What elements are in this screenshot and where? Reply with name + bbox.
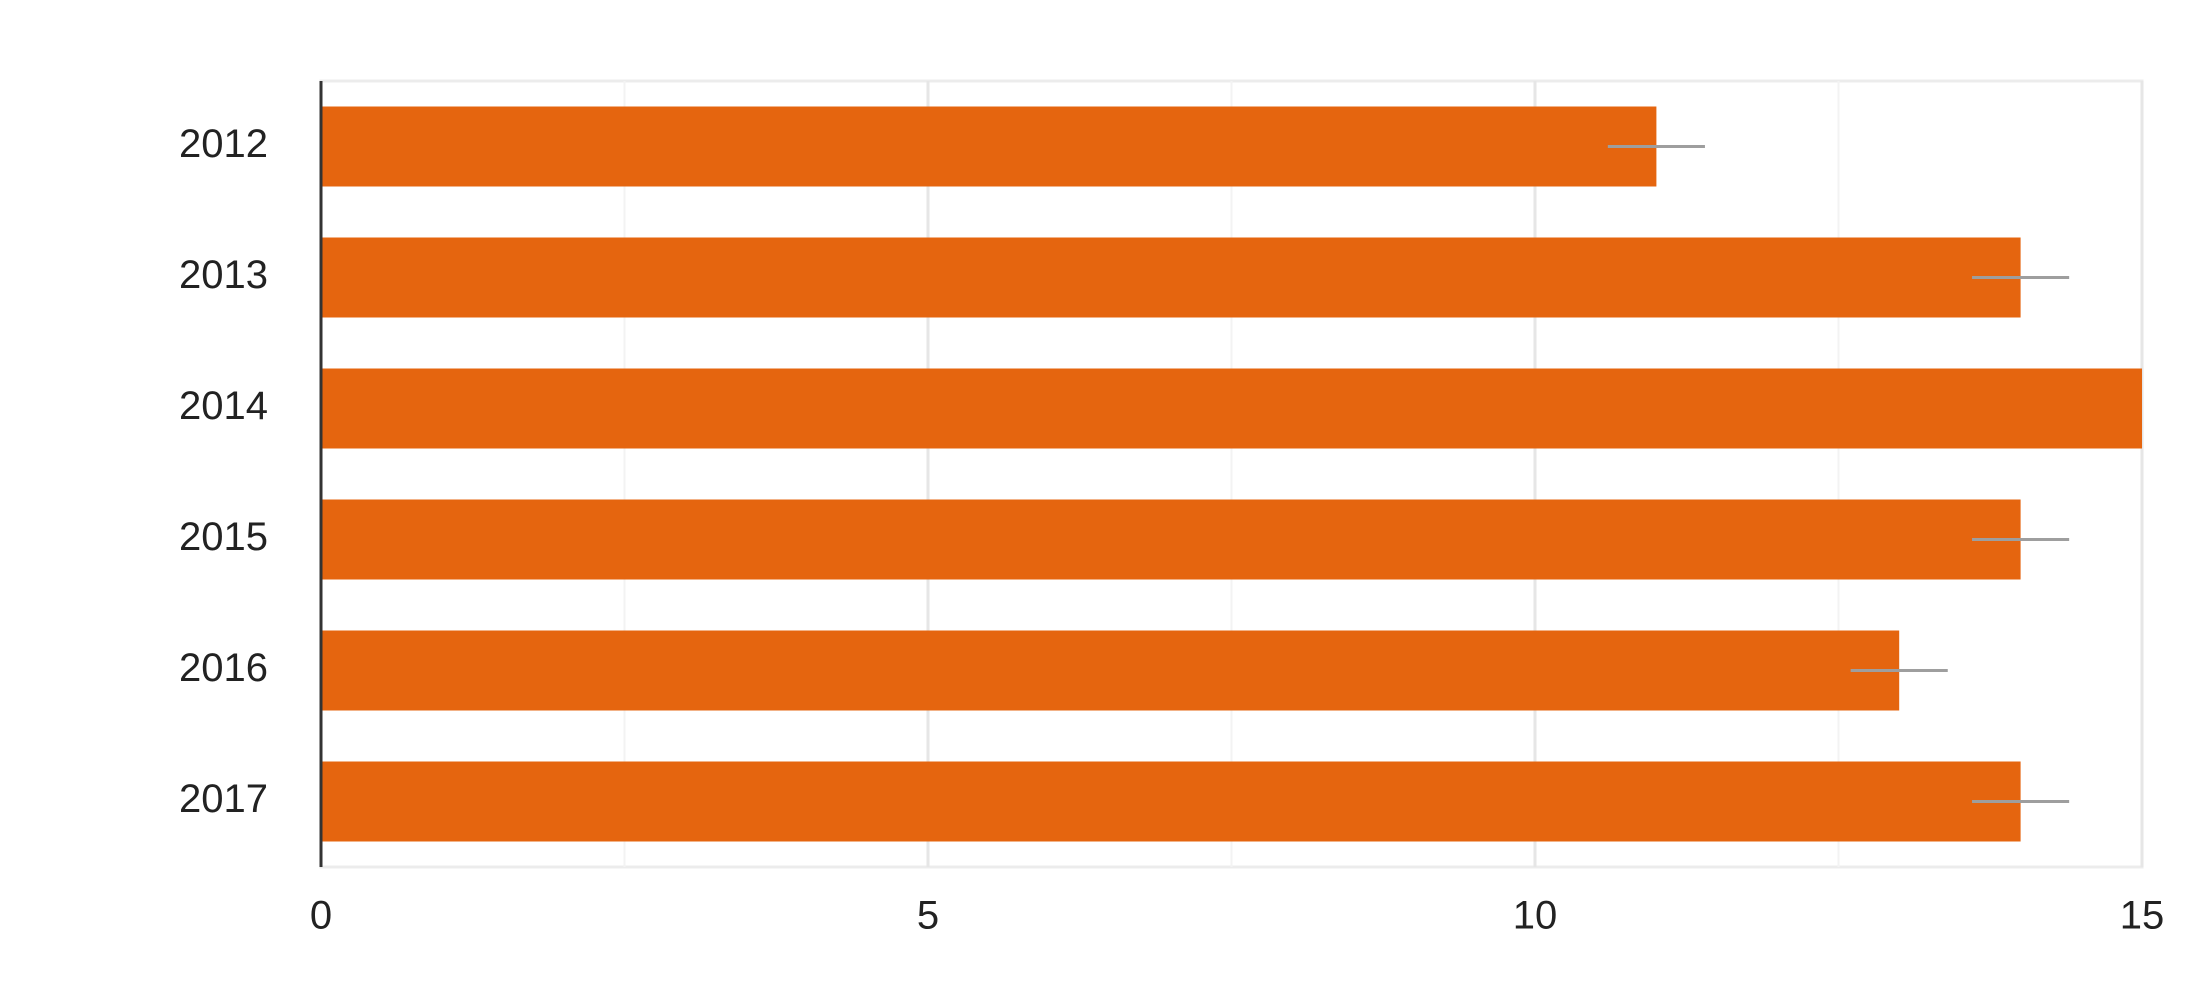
y-tick-label: 2012 [179,122,268,166]
bar [321,761,2021,842]
bar [321,237,2021,318]
bar [321,630,1900,711]
y-tick-label: 2016 [179,646,268,690]
bar [321,106,1657,187]
bar [321,368,2142,449]
y-tick-label: 2013 [179,253,268,297]
x-tick-label: 5 [917,894,939,938]
bar [321,499,2021,580]
x-tick-label: 0 [310,894,332,938]
y-tick-label: 2014 [179,384,268,428]
x-tick-label: 15 [2120,894,2165,938]
x-tick-label: 10 [1513,894,1558,938]
y-tick-label: 2015 [179,515,268,559]
y-tick-label: 2017 [179,777,268,821]
